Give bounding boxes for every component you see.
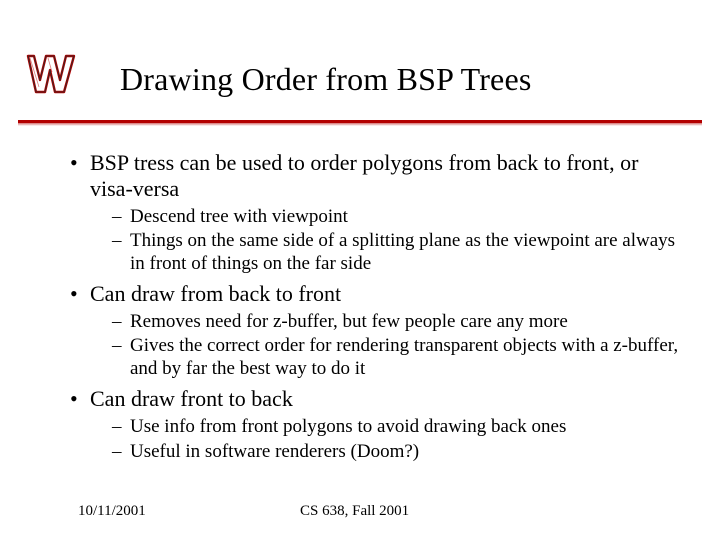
sub-bullet-list: Removes need for z-buffer, but few peopl… — [90, 311, 680, 380]
bullet-text: Can draw from back to front — [90, 281, 341, 306]
bullet-list: BSP tress can be used to order polygons … — [70, 150, 680, 463]
sub-bullet-item: Things on the same side of a splitting p… — [112, 230, 680, 275]
slide-title: Drawing Order from BSP Trees — [120, 62, 532, 97]
sub-bullet-list: Descend tree with viewpoint Things on th… — [90, 206, 680, 275]
wisconsin-logo-icon — [24, 50, 78, 96]
slide: Drawing Order from BSP Trees BSP tress c… — [0, 0, 720, 540]
bullet-item: Can draw front to back Use info from fro… — [70, 386, 680, 463]
sub-bullet-item: Useful in software renderers (Doom?) — [112, 441, 680, 463]
sub-bullet-item: Descend tree with viewpoint — [112, 206, 680, 228]
bullet-text: BSP tress can be used to order polygons … — [90, 150, 638, 201]
sub-bullet-item: Gives the correct order for rendering tr… — [112, 335, 680, 380]
bullet-text: Can draw front to back — [90, 386, 293, 411]
footer-course: CS 638, Fall 2001 — [300, 503, 409, 520]
bullet-item: Can draw from back to front Removes need… — [70, 281, 680, 380]
slide-body: BSP tress can be used to order polygons … — [70, 150, 680, 469]
bullet-item: BSP tress can be used to order polygons … — [70, 150, 680, 275]
sub-bullet-item: Use info from front polygons to avoid dr… — [112, 416, 680, 438]
footer-date: 10/11/2001 — [78, 503, 146, 520]
sub-bullet-item: Removes need for z-buffer, but few peopl… — [112, 311, 680, 333]
title-underline — [18, 120, 702, 126]
sub-bullet-list: Use info from front polygons to avoid dr… — [90, 416, 680, 463]
